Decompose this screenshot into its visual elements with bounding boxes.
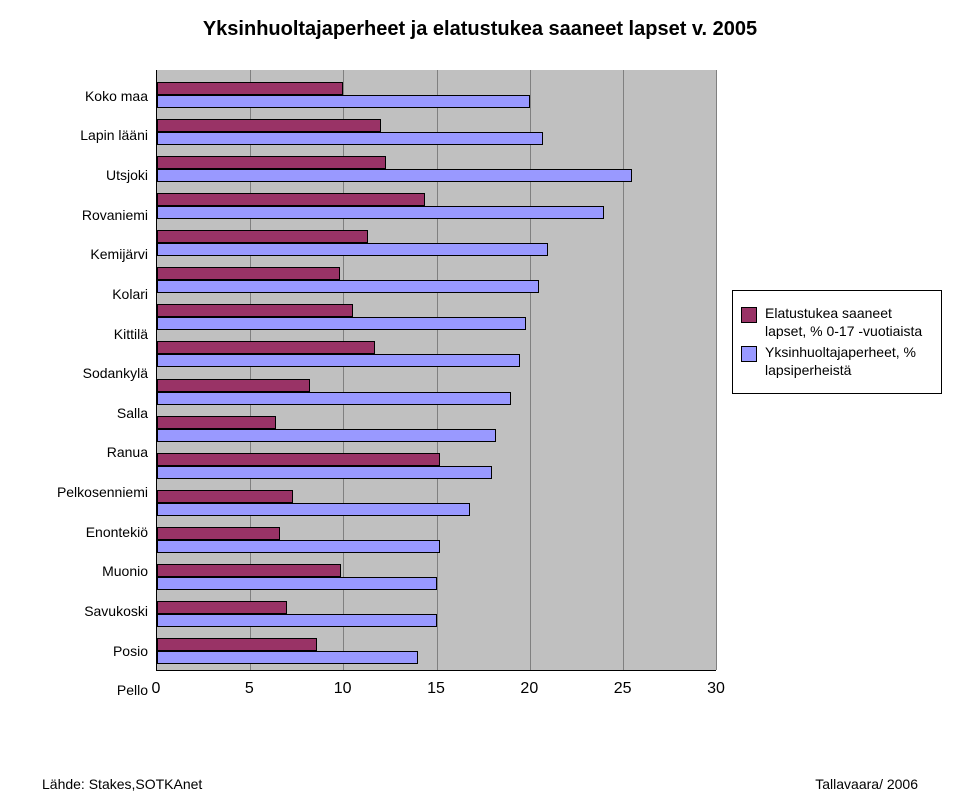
bar — [157, 392, 511, 405]
bar — [157, 540, 440, 553]
bar — [157, 243, 548, 256]
x-tick-label: 25 — [614, 680, 632, 698]
bar — [157, 527, 280, 540]
x-tick-label: 20 — [520, 680, 538, 698]
bar — [157, 354, 520, 367]
bar-group — [157, 410, 716, 447]
plot-area — [156, 70, 716, 671]
bar — [157, 82, 343, 95]
bar — [157, 206, 604, 219]
bar-group — [157, 373, 716, 410]
bar-group — [157, 559, 716, 596]
bar — [157, 95, 530, 108]
bar — [157, 577, 437, 590]
legend-item: Elatustukea saaneet lapset, % 0-17 -vuot… — [741, 305, 933, 340]
bar-group — [157, 447, 716, 484]
bar-group — [157, 225, 716, 262]
x-tick-label: 10 — [334, 680, 352, 698]
legend-label: Elatustukea saaneet lapset, % 0-17 -vuot… — [765, 305, 933, 340]
bar — [157, 156, 386, 169]
category-label: Kemijärvi — [26, 235, 156, 275]
legend-swatch — [741, 307, 757, 323]
bar-group — [157, 522, 716, 559]
category-label: Sodankylä — [26, 353, 156, 393]
legend-item: Yksinhuoltajaperheet, % lapsiperheistä — [741, 344, 933, 379]
bar — [157, 317, 526, 330]
bar — [157, 193, 425, 206]
chart: Koko maaLapin lääniUtsjokiRovaniemiKemij… — [26, 70, 716, 710]
x-tick-label: 30 — [707, 680, 725, 698]
bar-group — [157, 299, 716, 336]
bar-group — [157, 596, 716, 633]
category-label: Pelkosenniemi — [26, 472, 156, 512]
bar — [157, 230, 368, 243]
category-label: Utsjoki — [26, 155, 156, 195]
bar — [157, 601, 287, 614]
footer-credit: Tallavaara/ 2006 — [815, 776, 918, 792]
bar — [157, 304, 353, 317]
category-label: Savukoski — [26, 591, 156, 631]
chart-title: Yksinhuoltajaperheet ja elatustukea saan… — [0, 18, 960, 41]
bar — [157, 490, 293, 503]
bar-group — [157, 150, 716, 187]
bar-group — [157, 484, 716, 521]
category-label: Enontekiö — [26, 512, 156, 552]
bar — [157, 341, 375, 354]
bar — [157, 280, 539, 293]
x-axis: 051015202530 — [156, 676, 716, 706]
category-label: Kolari — [26, 274, 156, 314]
legend-label: Yksinhuoltajaperheet, % lapsiperheistä — [765, 344, 933, 379]
bar-group — [157, 336, 716, 373]
bar — [157, 416, 276, 429]
category-label: Salla — [26, 393, 156, 433]
bar — [157, 132, 543, 145]
bar — [157, 466, 492, 479]
bar-group — [157, 633, 716, 670]
bar — [157, 169, 632, 182]
legend-swatch — [741, 346, 757, 362]
x-tick-label: 15 — [427, 680, 445, 698]
bar — [157, 429, 496, 442]
category-label: Muonio — [26, 552, 156, 592]
x-tick-label: 0 — [152, 680, 161, 698]
bar-group — [157, 113, 716, 150]
bar — [157, 453, 440, 466]
category-label: Pello — [26, 670, 156, 710]
category-label: Rovaniemi — [26, 195, 156, 235]
bars-container — [157, 76, 716, 670]
bar-group — [157, 187, 716, 224]
bar-group — [157, 76, 716, 113]
category-label: Ranua — [26, 433, 156, 473]
category-label: Koko maa — [26, 76, 156, 116]
y-axis-labels: Koko maaLapin lääniUtsjokiRovaniemiKemij… — [26, 70, 156, 710]
category-label: Lapin lääni — [26, 116, 156, 156]
bar-group — [157, 262, 716, 299]
legend: Elatustukea saaneet lapset, % 0-17 -vuot… — [732, 290, 942, 394]
bar — [157, 503, 470, 516]
bar — [157, 379, 310, 392]
category-label: Posio — [26, 631, 156, 671]
footer-source: Lähde: Stakes,SOTKAnet — [42, 776, 202, 792]
bar — [157, 564, 341, 577]
category-label: Kittilä — [26, 314, 156, 354]
gridline — [716, 70, 717, 670]
bar — [157, 614, 437, 627]
bar — [157, 267, 340, 280]
x-tick-label: 5 — [245, 680, 254, 698]
bar — [157, 651, 418, 664]
bar — [157, 638, 317, 651]
page: Yksinhuoltajaperheet ja elatustukea saan… — [0, 0, 960, 810]
bar — [157, 119, 381, 132]
